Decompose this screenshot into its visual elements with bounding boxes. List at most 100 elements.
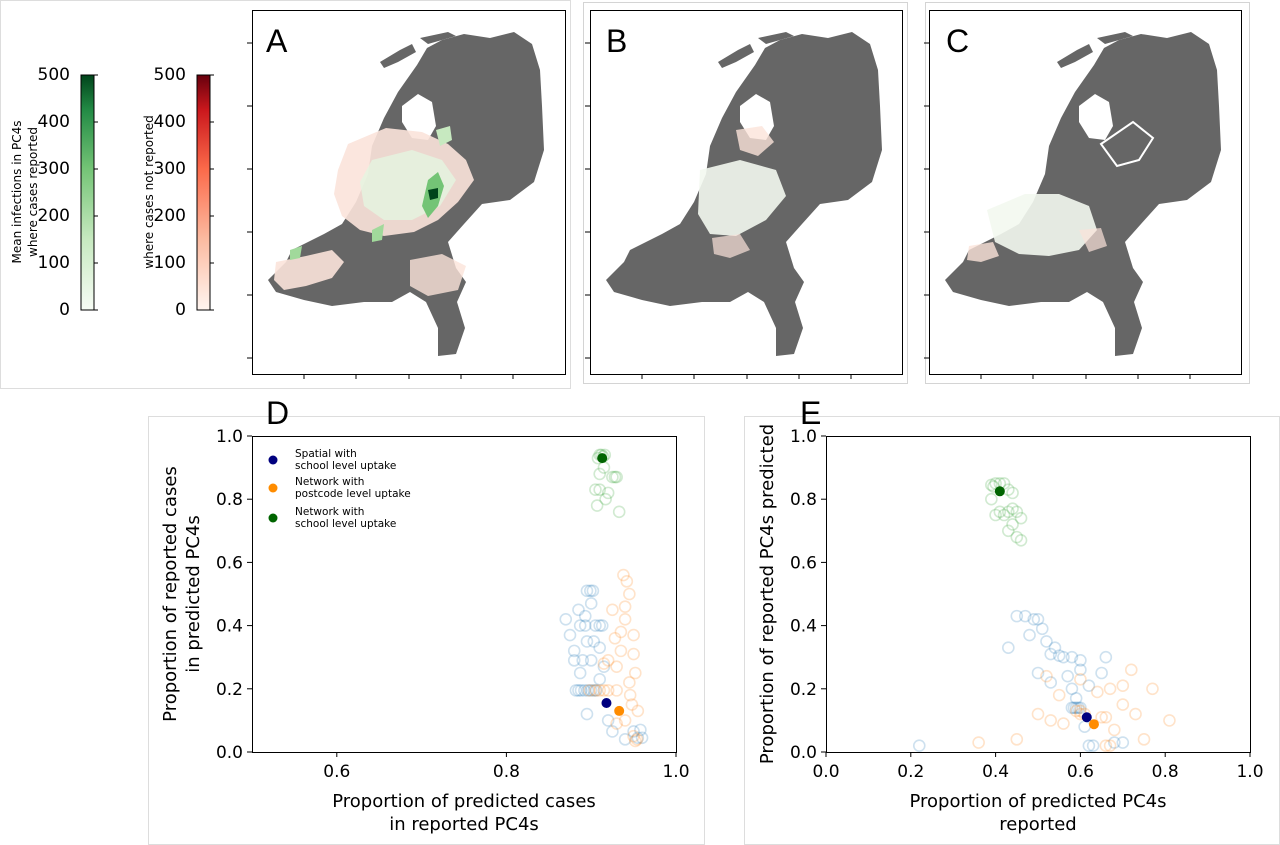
colorbar-green-bar (80, 74, 95, 311)
y-tick-label: 0.2 (790, 680, 817, 700)
replicate-point (606, 725, 619, 738)
replicate-point (578, 619, 592, 632)
panel-frame-b (583, 2, 908, 384)
replicate-point (1010, 609, 1024, 623)
x-tick-label: 0.6 (1067, 762, 1094, 782)
y-tick-label: 0.6 (216, 553, 243, 573)
replicate-point (589, 684, 603, 697)
replicate-point (631, 731, 645, 745)
replicate-point (610, 684, 623, 697)
replicate-point (989, 508, 1002, 522)
replicate-point (569, 684, 583, 697)
replicate-point (572, 603, 585, 617)
replicate-point (589, 483, 602, 497)
mean-point (597, 453, 608, 464)
colorbar-tick-label: 500 (154, 65, 186, 85)
replicate-point (587, 684, 601, 697)
replicate-point (1069, 704, 1083, 718)
scatter-e-xlabel-line1: Proportion of predicted PC4s (909, 791, 1166, 812)
legend-marker (268, 483, 278, 493)
replicate-point (1002, 524, 1015, 538)
replicate-point (1057, 650, 1070, 664)
replicate-point (567, 644, 581, 658)
replicate-point (593, 684, 606, 697)
mean-point (1088, 719, 1099, 730)
replicate-point (1099, 650, 1113, 664)
panel-frame-c (925, 2, 1250, 384)
replicate-point (593, 673, 606, 686)
scatter-e-ticks: 0.0 0.2 0.4 0.6 0.8 1.0 0.0 0.2 0.4 0.6 0.8 1.0 (790, 427, 1264, 782)
y-tick-label: 0.0 (216, 743, 243, 763)
colorbar-tick-label: 400 (154, 112, 186, 132)
legend-label: school level uptake (295, 518, 396, 530)
replicate-point (595, 619, 609, 632)
replicate-point (606, 603, 619, 617)
map-c-polder-outline (1099, 120, 1155, 168)
colorbar-tick-label: 500 (38, 65, 70, 85)
replicate-point (608, 631, 622, 645)
replicate-point (610, 470, 623, 484)
replicate-point (623, 688, 637, 702)
replicate-point (1014, 511, 1028, 525)
replicate-point (618, 733, 632, 746)
replicate-point (559, 612, 573, 626)
scatter-d-letter: D (266, 395, 289, 431)
replicate-point (1006, 518, 1019, 531)
panel-frame-top-left (0, 0, 571, 389)
replicate-point (1099, 739, 1113, 752)
replicate-point (618, 714, 632, 727)
replicate-point (593, 641, 606, 655)
replicate-point (1057, 717, 1070, 730)
scatter-d-xlabel-line1: Proportion of predicted cases (332, 791, 596, 812)
replicate-point (581, 684, 595, 697)
x-tick-label: 0.0 (812, 762, 839, 782)
x-tick-label: 0.6 (323, 762, 350, 782)
replicate-point (1074, 654, 1087, 667)
replicate-point (601, 486, 615, 500)
x-tick-label: 0.8 (1152, 762, 1179, 782)
replicate-point (635, 731, 649, 745)
replicate-point (1074, 704, 1087, 718)
replicate-point (583, 684, 596, 697)
y-tick-label: 0.6 (790, 553, 817, 573)
replicate-point (1018, 609, 1032, 623)
replicate-point (1146, 682, 1159, 696)
replicate-point (1103, 739, 1117, 752)
colorbar-green-label-line1: Mean infections in PC4s (10, 121, 24, 264)
scatter-d-xlabel-line2: in reported PC4s (389, 814, 539, 835)
map-a-case-shading (274, 126, 474, 296)
replicate-point (1129, 707, 1142, 721)
replicate-point (1116, 698, 1130, 711)
replicate-point (601, 684, 615, 697)
legend-label: school level uptake (295, 460, 396, 472)
mean-point (614, 705, 625, 716)
replicate-point (627, 725, 640, 738)
replicate-point (1010, 733, 1024, 746)
colorbar-tick-label: 100 (154, 253, 186, 273)
replicate-point (1116, 679, 1130, 692)
x-tick-label: 0.4 (982, 762, 1009, 782)
colorbar-tick-label: 400 (38, 112, 70, 132)
replicate-point (1069, 701, 1083, 715)
replicate-point (997, 508, 1011, 522)
replicate-point (1035, 622, 1049, 636)
replicate-point (601, 714, 615, 727)
y-tick-label: 0.4 (216, 617, 243, 637)
x-tick-label: 1.0 (1236, 762, 1263, 782)
scatter-e-letter: E (800, 395, 821, 431)
map-b: B (585, 10, 903, 379)
replicate-point (608, 470, 622, 484)
replicate-point (1065, 650, 1079, 664)
legend-label: Network with (295, 506, 364, 518)
scatter-d-ylabel-line1: Proportion of reported cases (160, 466, 181, 722)
scatter-e: E 0.0 0.2 0.4 0.6 0.8 1.0 0.0 0.2 0.4 0.6 0.8 1.0 P… (757, 395, 1264, 835)
scatter-d-axes-frame (252, 436, 677, 753)
replicate-point (1010, 530, 1024, 544)
map-b-case-shading (698, 126, 786, 258)
colorbar-green: 0 100 200 300 400 500 Mean infections in PC4s… (10, 65, 98, 320)
replicate-point (573, 619, 587, 632)
replicate-point (628, 666, 642, 680)
replicate-point (623, 587, 636, 601)
